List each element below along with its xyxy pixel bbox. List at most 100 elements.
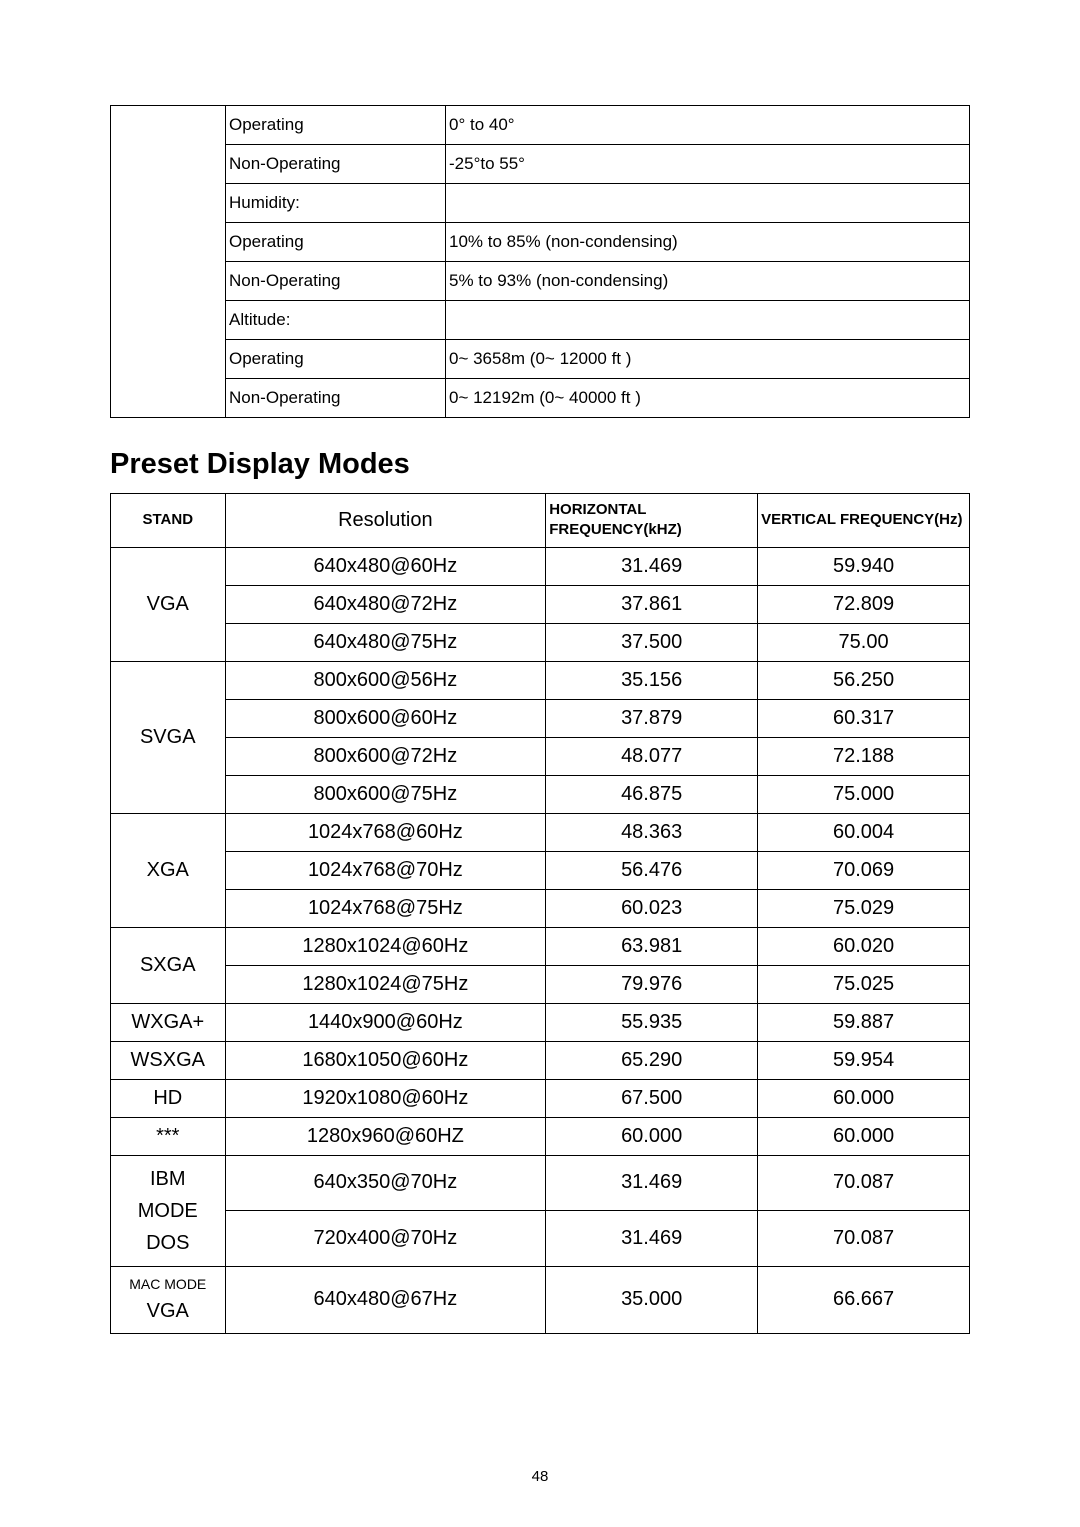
env-label: Operating bbox=[226, 223, 446, 262]
hfreq-cell: 35.000 bbox=[546, 1266, 758, 1334]
resolution-cell: 1440x900@60Hz bbox=[225, 1003, 546, 1041]
resolution-cell: 640x480@67Hz bbox=[225, 1266, 546, 1334]
vfreq-cell: 75.029 bbox=[758, 889, 970, 927]
stand-cell: SXGA bbox=[111, 927, 226, 1003]
vfreq-cell: 70.087 bbox=[758, 1155, 970, 1211]
hfreq-cell: 60.000 bbox=[546, 1117, 758, 1155]
table-row: 720x400@70Hz31.46970.087 bbox=[111, 1211, 970, 1267]
env-label: Non-Operating bbox=[226, 379, 446, 418]
vfreq-cell: 70.087 bbox=[758, 1211, 970, 1267]
vfreq-cell: 60.020 bbox=[758, 927, 970, 965]
env-label: Operating bbox=[226, 106, 446, 145]
stand-cell: MAC MODEVGA bbox=[111, 1266, 226, 1334]
header-stand: STAND bbox=[111, 494, 226, 548]
env-row: Non-Operating -25°to 55° bbox=[111, 145, 970, 184]
page-number: 48 bbox=[0, 1468, 1080, 1485]
stand-cell: *** bbox=[111, 1117, 226, 1155]
hfreq-cell: 37.500 bbox=[546, 623, 758, 661]
table-row: WSXGA1680x1050@60Hz65.29059.954 bbox=[111, 1041, 970, 1079]
vfreq-cell: 75.00 bbox=[758, 623, 970, 661]
hfreq-cell: 55.935 bbox=[546, 1003, 758, 1041]
env-value: 5% to 93% (non-condensing) bbox=[446, 262, 970, 301]
display-modes-table: STAND Resolution HORIZONTAL FREQUENCY(kH… bbox=[110, 493, 970, 1334]
env-label: Humidity: bbox=[226, 184, 446, 223]
resolution-cell: 640x480@60Hz bbox=[225, 547, 546, 585]
table-row: WXGA+1440x900@60Hz55.93559.887 bbox=[111, 1003, 970, 1041]
env-row: Humidity: bbox=[111, 184, 970, 223]
hfreq-cell: 46.875 bbox=[546, 775, 758, 813]
table-row: 1024x768@75Hz60.02375.029 bbox=[111, 889, 970, 927]
resolution-cell: 800x600@60Hz bbox=[225, 699, 546, 737]
env-label: Altitude: bbox=[226, 301, 446, 340]
table-row: 1280x1024@75Hz79.97675.025 bbox=[111, 965, 970, 1003]
env-row: Non-Operating 5% to 93% (non-condensing) bbox=[111, 262, 970, 301]
env-label: Non-Operating bbox=[226, 145, 446, 184]
vfreq-cell: 59.954 bbox=[758, 1041, 970, 1079]
table-row: SXGA1280x1024@60Hz63.98160.020 bbox=[111, 927, 970, 965]
resolution-cell: 640x350@70Hz bbox=[225, 1155, 546, 1211]
table-row: HD1920x1080@60Hz67.50060.000 bbox=[111, 1079, 970, 1117]
table-row: SVGA800x600@56Hz35.15656.250 bbox=[111, 661, 970, 699]
hfreq-cell: 37.861 bbox=[546, 585, 758, 623]
table-row: VGA640x480@60Hz31.46959.940 bbox=[111, 547, 970, 585]
vfreq-cell: 72.188 bbox=[758, 737, 970, 775]
vfreq-cell: 72.809 bbox=[758, 585, 970, 623]
env-value bbox=[446, 301, 970, 340]
env-value: 10% to 85% (non-condensing) bbox=[446, 223, 970, 262]
env-value bbox=[446, 184, 970, 223]
env-value: 0° to 40° bbox=[446, 106, 970, 145]
env-row: Operating 0° to 40° bbox=[111, 106, 970, 145]
env-label: Non-Operating bbox=[226, 262, 446, 301]
table-row: XGA1024x768@60Hz48.36360.004 bbox=[111, 813, 970, 851]
table-row: 1024x768@70Hz56.47670.069 bbox=[111, 851, 970, 889]
vfreq-cell: 60.004 bbox=[758, 813, 970, 851]
env-row: Non-Operating 0~ 12192m (0~ 40000 ft ) bbox=[111, 379, 970, 418]
resolution-cell: 1280x1024@60Hz bbox=[225, 927, 546, 965]
stand-cell: IBMMODEDOS bbox=[111, 1155, 226, 1266]
hfreq-cell: 67.500 bbox=[546, 1079, 758, 1117]
stand-cell: SVGA bbox=[111, 661, 226, 813]
resolution-cell: 800x600@75Hz bbox=[225, 775, 546, 813]
env-value: 0~ 12192m (0~ 40000 ft ) bbox=[446, 379, 970, 418]
hfreq-cell: 60.023 bbox=[546, 889, 758, 927]
stand-cell: WSXGA bbox=[111, 1041, 226, 1079]
table-row: 800x600@75Hz46.87575.000 bbox=[111, 775, 970, 813]
stand-cell: VGA bbox=[111, 547, 226, 661]
resolution-cell: 1920x1080@60Hz bbox=[225, 1079, 546, 1117]
hfreq-cell: 31.469 bbox=[546, 547, 758, 585]
stand-cell: HD bbox=[111, 1079, 226, 1117]
section-title: Preset Display Modes bbox=[110, 448, 970, 481]
resolution-cell: 1024x768@70Hz bbox=[225, 851, 546, 889]
env-label: Operating bbox=[226, 340, 446, 379]
resolution-cell: 1280x1024@75Hz bbox=[225, 965, 546, 1003]
resolution-cell: 720x400@70Hz bbox=[225, 1211, 546, 1267]
resolution-cell: 640x480@75Hz bbox=[225, 623, 546, 661]
table-row: 640x480@75Hz37.50075.00 bbox=[111, 623, 970, 661]
env-value: 0~ 3658m (0~ 12000 ft ) bbox=[446, 340, 970, 379]
header-resolution: Resolution bbox=[225, 494, 546, 548]
hfreq-cell: 48.077 bbox=[546, 737, 758, 775]
hfreq-cell: 31.469 bbox=[546, 1211, 758, 1267]
table-row: MAC MODEVGA640x480@67Hz35.00066.667 bbox=[111, 1266, 970, 1334]
vfreq-cell: 66.667 bbox=[758, 1266, 970, 1334]
header-vfreq: VERTICAL FREQUENCY(Hz) bbox=[758, 494, 970, 548]
header-hfreq: HORIZONTAL FREQUENCY(kHZ) bbox=[546, 494, 758, 548]
table-row: IBMMODEDOS640x350@70Hz31.46970.087 bbox=[111, 1155, 970, 1211]
hfreq-cell: 48.363 bbox=[546, 813, 758, 851]
vfreq-cell: 70.069 bbox=[758, 851, 970, 889]
table-row: ***1280x960@60HZ60.00060.000 bbox=[111, 1117, 970, 1155]
table-row: 800x600@72Hz48.07772.188 bbox=[111, 737, 970, 775]
vfreq-cell: 60.317 bbox=[758, 699, 970, 737]
stand-cell: WXGA+ bbox=[111, 1003, 226, 1041]
hfreq-cell: 37.879 bbox=[546, 699, 758, 737]
hfreq-cell: 79.976 bbox=[546, 965, 758, 1003]
vfreq-cell: 60.000 bbox=[758, 1079, 970, 1117]
env-group-cell bbox=[111, 106, 226, 418]
env-row: Operating 0~ 3658m (0~ 12000 ft ) bbox=[111, 340, 970, 379]
hfreq-cell: 35.156 bbox=[546, 661, 758, 699]
environmental-table: Operating 0° to 40° Non-Operating -25°to… bbox=[110, 105, 970, 418]
resolution-cell: 800x600@72Hz bbox=[225, 737, 546, 775]
hfreq-cell: 65.290 bbox=[546, 1041, 758, 1079]
hfreq-cell: 31.469 bbox=[546, 1155, 758, 1211]
env-value: -25°to 55° bbox=[446, 145, 970, 184]
